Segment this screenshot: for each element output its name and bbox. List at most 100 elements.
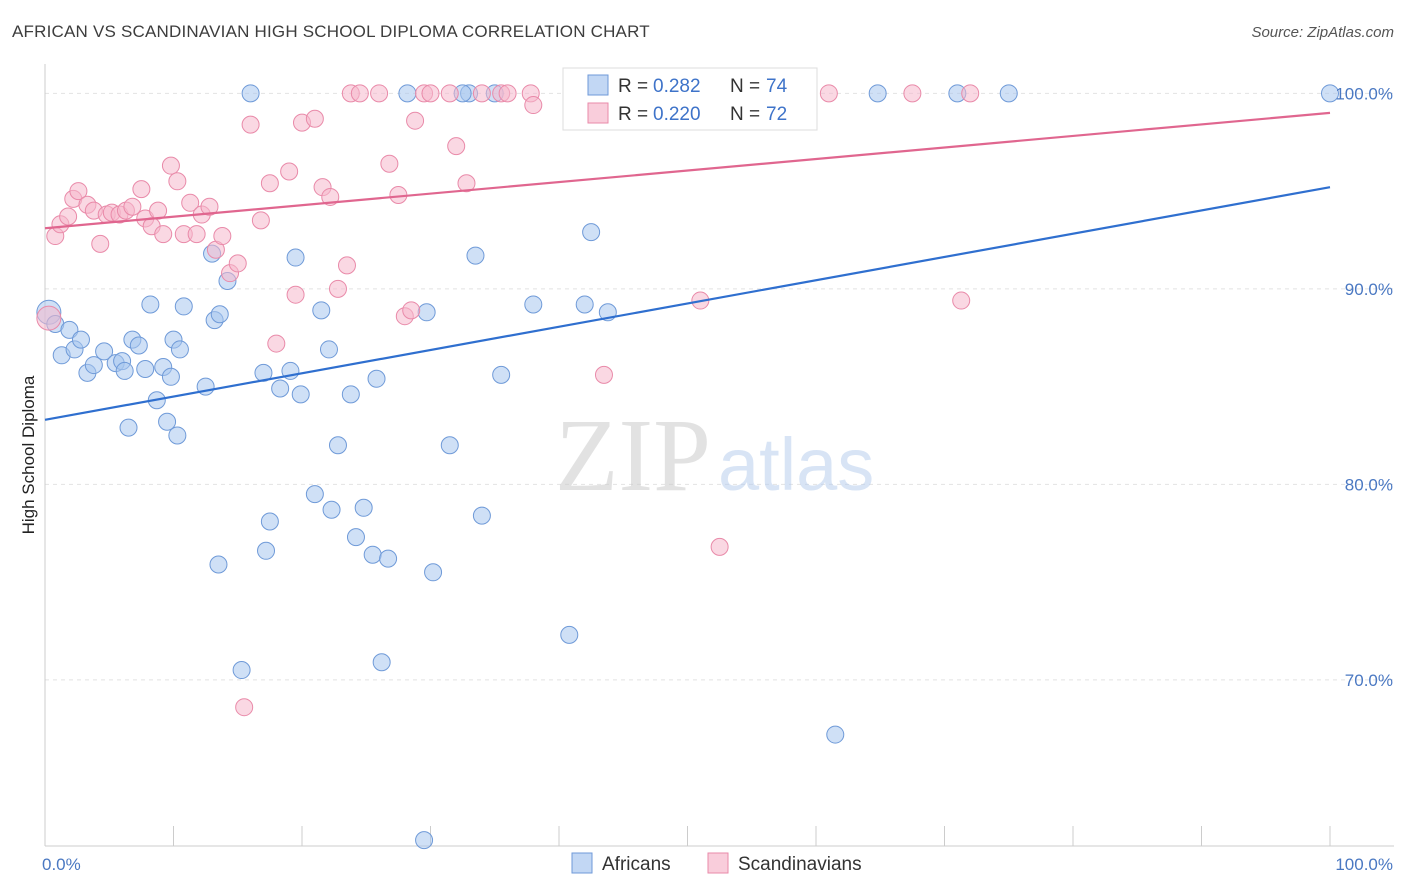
point-scandinavians — [370, 84, 389, 103]
point-africans — [341, 385, 360, 404]
bottom-legend-label-africans: Africans — [602, 854, 671, 875]
point-africans — [319, 340, 338, 359]
point-africans — [161, 367, 180, 386]
point-africans — [136, 359, 155, 378]
grid-lines — [45, 92, 1394, 681]
legend-swatch-scandinavians — [587, 102, 609, 124]
point-scandinavians — [594, 365, 613, 384]
point-africans — [241, 84, 260, 103]
bottom-legend-swatch-scandinavians — [707, 852, 729, 874]
point-scandinavians — [213, 227, 232, 246]
point-africans — [417, 303, 436, 322]
point-scandinavians — [440, 84, 459, 103]
point-africans — [1321, 84, 1339, 103]
x-tick-label: 100.0% — [1335, 855, 1393, 874]
point-africans — [168, 426, 187, 445]
point-scandinavians — [961, 84, 980, 103]
point-scandinavians — [187, 225, 206, 244]
x-tick-label: 0.0% — [42, 855, 81, 874]
point-scandinavians — [200, 197, 219, 216]
point-scandinavians — [69, 182, 88, 201]
legend-n-label: N = — [730, 76, 760, 97]
point-africans — [372, 653, 391, 672]
point-africans — [60, 320, 79, 339]
point-scandinavians — [402, 301, 421, 320]
point-africans — [328, 436, 347, 455]
point-scandinavians — [421, 84, 440, 103]
axes — [44, 64, 1394, 847]
point-africans — [286, 248, 305, 267]
point-africans — [158, 412, 177, 431]
point-scandinavians — [380, 154, 399, 173]
point-africans — [367, 369, 386, 388]
point-africans — [560, 625, 579, 644]
point-africans — [363, 545, 382, 564]
point-africans — [232, 661, 251, 680]
chart-title: AFRICAN VS SCANDINAVIAN HIGH SCHOOL DIPL… — [12, 22, 650, 41]
point-scandinavians — [710, 537, 729, 556]
legend: R = 0.282 N = 74 R = 0.220 N = 72 — [562, 67, 818, 131]
point-africans — [210, 305, 229, 324]
point-scandinavians — [457, 174, 476, 193]
point-africans — [271, 379, 290, 398]
data-points — [36, 84, 1339, 850]
point-scandinavians — [228, 254, 247, 273]
y-tick-label: 80.0% — [1345, 475, 1393, 494]
point-africans — [119, 418, 138, 437]
point-africans — [305, 485, 324, 504]
point-scandinavians — [59, 207, 78, 226]
point-scandinavians — [260, 174, 279, 193]
point-africans — [424, 563, 443, 582]
point-scandinavians — [406, 111, 425, 130]
source-label: Source: ZipAtlas.com — [1251, 24, 1394, 41]
legend-swatch-africans — [587, 74, 609, 96]
point-africans — [440, 436, 459, 455]
point-africans — [398, 84, 417, 103]
y-axis-title: High School Diploma — [19, 375, 38, 534]
legend-n-value: 72 — [766, 104, 787, 125]
point-scandinavians — [524, 96, 543, 115]
bottom-legend-label-scandinavians: Scandinavians — [738, 854, 862, 875]
point-africans — [84, 356, 103, 375]
point-africans — [95, 342, 114, 361]
point-africans — [115, 361, 134, 380]
point-scandinavians — [132, 180, 151, 199]
point-scandinavians — [337, 256, 356, 275]
point-scandinavians — [286, 285, 305, 304]
trend-line-africans — [44, 186, 1331, 421]
point-africans — [466, 246, 485, 265]
point-africans — [582, 223, 601, 242]
watermark-zip: ZIP — [555, 398, 711, 513]
point-africans — [209, 555, 228, 574]
point-africans — [346, 528, 365, 547]
point-africans — [170, 340, 189, 359]
point-africans — [415, 831, 434, 850]
point-africans — [868, 84, 887, 103]
point-africans — [257, 541, 276, 560]
legend-r-value: 0.282 — [653, 76, 701, 97]
point-scandinavians — [181, 193, 200, 212]
point-scandinavians — [350, 84, 369, 103]
y-tick-label: 70.0% — [1345, 671, 1393, 690]
legend-r-label: R = — [618, 76, 648, 97]
point-africans — [322, 500, 341, 519]
point-scandinavians — [36, 305, 62, 331]
trend-lines — [44, 111, 1331, 421]
point-africans — [999, 84, 1018, 103]
bottom-legend: Africans Scandinavians — [571, 852, 862, 875]
point-scandinavians — [472, 84, 491, 103]
point-africans — [71, 330, 90, 349]
trend-line-scandinavians — [44, 111, 1331, 230]
point-africans — [379, 549, 398, 568]
point-africans — [312, 301, 331, 320]
point-africans — [141, 295, 160, 314]
point-scandinavians — [305, 109, 324, 128]
bottom-legend-swatch-africans — [571, 852, 593, 874]
point-scandinavians — [123, 197, 142, 216]
point-scandinavians — [819, 84, 838, 103]
point-scandinavians — [267, 334, 286, 353]
legend-r-value: 0.220 — [653, 104, 701, 125]
point-africans — [254, 363, 273, 382]
point-africans — [291, 385, 310, 404]
point-scandinavians — [447, 137, 466, 156]
